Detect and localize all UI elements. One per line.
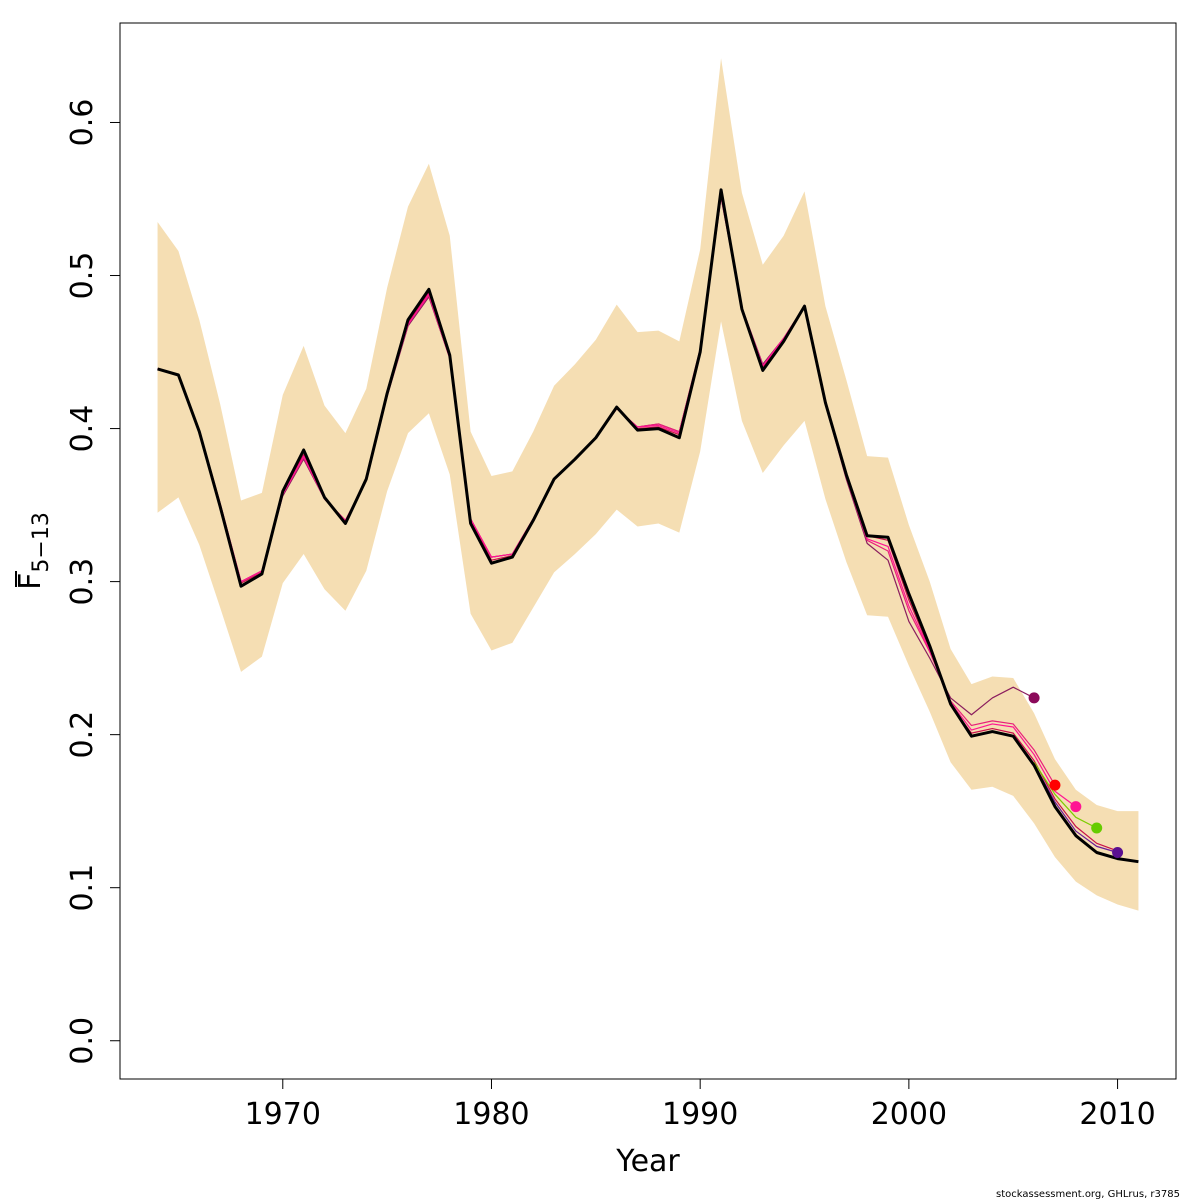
svg-text:F5−13: F5−13 xyxy=(13,512,54,590)
series-endpoint-marker-2 xyxy=(1028,692,1040,704)
y-tick-label: 0.6 xyxy=(65,99,100,147)
y-tick-label: 0.0 xyxy=(65,1017,100,1065)
series-endpoint-markers xyxy=(1028,692,1124,858)
x-tick-label: 2010 xyxy=(1079,1097,1155,1132)
x-tick-label: 2000 xyxy=(871,1097,947,1132)
series-line-6 xyxy=(1033,763,1118,854)
y-tick-label: 0.5 xyxy=(65,252,100,300)
series-endpoint-marker-4 xyxy=(1070,801,1082,813)
series-lines xyxy=(157,188,1139,864)
y-axis-title-main: F xyxy=(13,573,48,590)
series-line-0 xyxy=(157,188,1139,864)
x-tick-label: 1970 xyxy=(245,1097,321,1132)
y-axis-title: F5−13 xyxy=(13,512,54,590)
y-tick-label: 0.3 xyxy=(65,558,100,606)
x-tick-label: 1980 xyxy=(453,1097,529,1132)
y-axis: 0.0 0.1 0.2 0.3 0.4 0.5 0.6 xyxy=(65,99,121,1065)
x-tick-label: 1990 xyxy=(662,1097,738,1132)
series-endpoint-marker-3 xyxy=(1049,779,1061,791)
series-endpoint-marker-5 xyxy=(1091,822,1103,834)
series-endpoint-marker-6 xyxy=(1112,847,1124,858)
confidence-band xyxy=(157,58,1139,911)
x-axis: 1970 1980 1990 2000 2010 xyxy=(245,1078,1156,1132)
y-tick-label: 0.2 xyxy=(65,711,100,759)
series-line-5 xyxy=(1033,761,1097,829)
y-tick-label: 0.4 xyxy=(65,405,100,453)
confidence-band-area xyxy=(157,58,1139,911)
y-axis-title-subscript: 5−13 xyxy=(29,512,54,572)
x-axis-title: Year xyxy=(615,1144,680,1179)
y-tick-label: 0.1 xyxy=(65,864,100,912)
footer-credit: stockassessment.org, GHLrus, r3785 xyxy=(996,1189,1180,1200)
